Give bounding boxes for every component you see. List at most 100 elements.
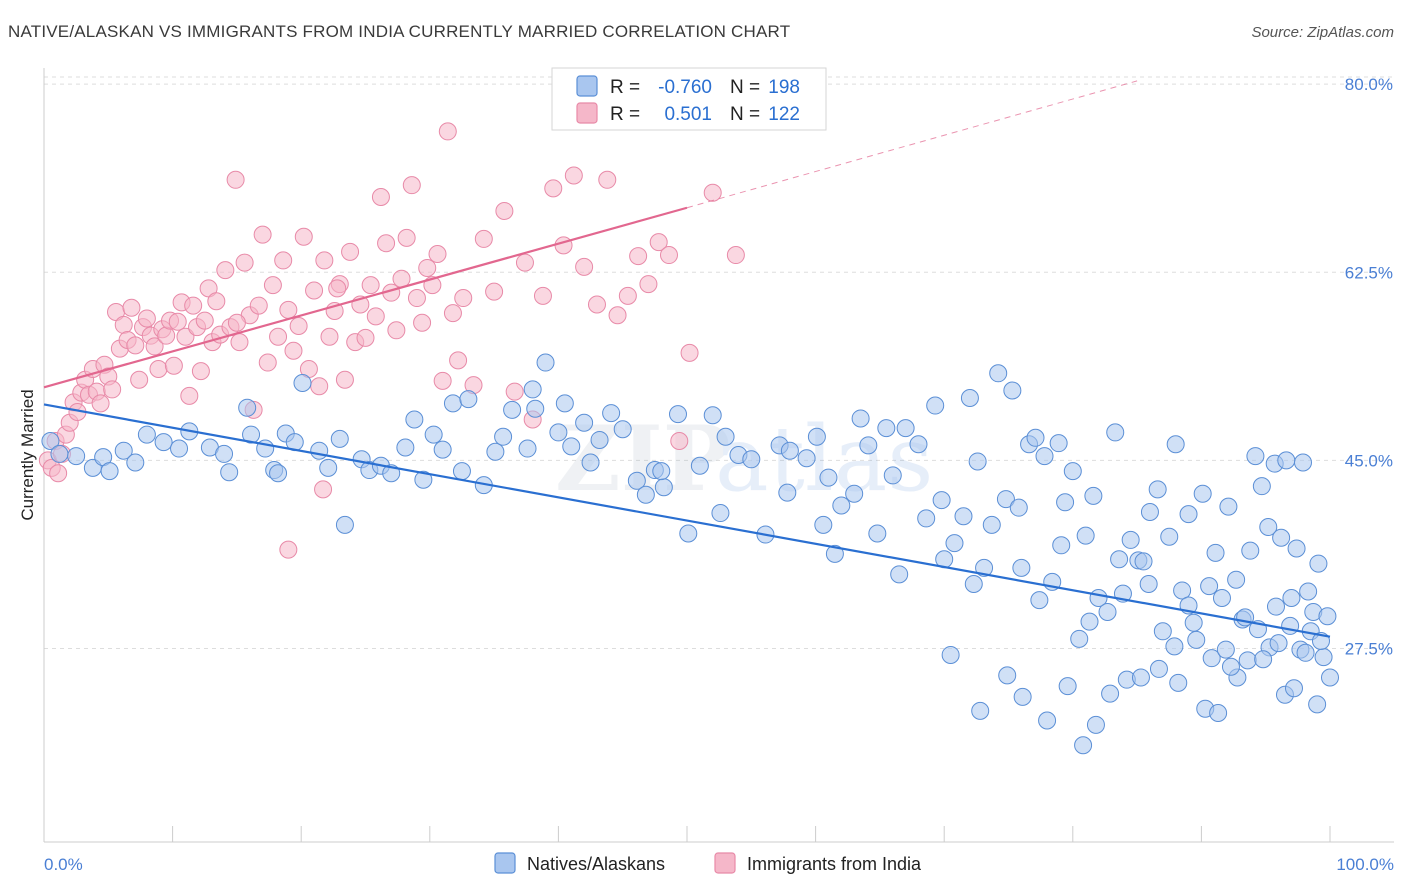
- data-point: [618, 286, 637, 305]
- data-point: [443, 394, 462, 413]
- data-point: [170, 439, 189, 458]
- data-point: [1318, 607, 1337, 626]
- legend-r-label-blue: R =: [610, 77, 640, 98]
- data-point: [1259, 518, 1278, 537]
- data-point: [396, 438, 415, 457]
- data-point: [1003, 381, 1022, 400]
- data-point: [459, 390, 478, 409]
- data-point: [293, 373, 312, 392]
- data-point: [851, 409, 870, 428]
- data-point: [328, 279, 347, 298]
- data-point: [50, 444, 69, 463]
- data-point: [438, 122, 457, 141]
- data-point: [1179, 505, 1198, 524]
- data-point: [1134, 552, 1153, 571]
- data-point: [581, 453, 600, 472]
- data-point: [917, 509, 936, 528]
- data-point: [428, 244, 447, 263]
- legend: R = -0.760 N = 198 R = 0.501 N = 122: [551, 67, 827, 131]
- data-point: [587, 295, 606, 314]
- legend-n-value-blue: 198: [768, 77, 800, 98]
- data-point: [1038, 711, 1057, 730]
- data-point: [195, 311, 214, 330]
- data-point: [1227, 570, 1246, 589]
- data-point: [797, 449, 816, 468]
- data-point: [226, 170, 245, 189]
- y-tick-labels: 27.5% 45.0% 62.5% 80.0%: [1345, 75, 1393, 658]
- data-point: [627, 471, 646, 490]
- data-point: [279, 300, 298, 319]
- data-point: [1206, 543, 1225, 562]
- data-point: [414, 470, 433, 489]
- data-point: [1169, 673, 1188, 692]
- legend-swatch-blue: [576, 75, 598, 97]
- data-point: [220, 463, 239, 482]
- bottom-legend-swatch-pink: [714, 852, 736, 874]
- data-point: [703, 183, 722, 202]
- data-point: [575, 257, 594, 276]
- data-point: [168, 312, 187, 331]
- data-point: [1106, 423, 1125, 442]
- legend-n-value-pink: 122: [768, 104, 800, 125]
- data-point: [433, 371, 452, 390]
- data-point: [253, 225, 272, 244]
- data-point: [235, 253, 254, 272]
- data-point: [114, 441, 133, 460]
- data-point: [941, 645, 960, 664]
- data-point: [825, 544, 844, 563]
- data-point: [335, 515, 354, 534]
- data-point: [1299, 582, 1318, 601]
- data-point: [964, 575, 983, 593]
- data-point: [320, 327, 339, 346]
- data-point: [284, 341, 303, 360]
- data-point: [1296, 643, 1315, 662]
- data-point: [486, 442, 505, 461]
- data-point: [452, 462, 471, 481]
- data-point: [310, 377, 329, 396]
- x-tick-label-min: 0.0%: [44, 855, 83, 874]
- data-point: [405, 410, 424, 429]
- data-point: [1074, 736, 1093, 755]
- data-point: [474, 229, 493, 248]
- data-point: [832, 496, 851, 515]
- data-point: [629, 247, 648, 266]
- data-point: [145, 337, 164, 356]
- data-point: [523, 380, 542, 399]
- data-point: [883, 466, 902, 485]
- data-point: [164, 356, 183, 375]
- data-point: [269, 464, 288, 483]
- data-point: [711, 504, 730, 523]
- data-point: [1165, 637, 1184, 656]
- data-point: [1308, 695, 1327, 714]
- trend-line-natives: [43, 403, 1331, 638]
- data-point: [649, 233, 668, 252]
- data-point: [1160, 527, 1179, 546]
- data-point: [515, 253, 534, 272]
- data-point: [130, 370, 149, 389]
- data-point: [227, 313, 246, 332]
- data-point: [397, 228, 416, 247]
- legend-n-label-blue: N =: [730, 77, 760, 98]
- data-point: [1035, 447, 1054, 466]
- data-point: [207, 292, 226, 311]
- data-point: [269, 327, 288, 346]
- x-tick-label-max: 100.0%: [1336, 855, 1394, 874]
- legend-box: [551, 67, 827, 131]
- data-point: [1058, 677, 1077, 696]
- data-point: [1184, 613, 1203, 632]
- data-point: [126, 336, 145, 355]
- data-point: [590, 430, 609, 449]
- data-point: [314, 480, 333, 499]
- data-point: [356, 328, 375, 347]
- data-point: [49, 464, 68, 483]
- data-point: [1098, 602, 1117, 621]
- data-point: [387, 321, 406, 340]
- data-point: [998, 666, 1017, 685]
- data-point: [100, 462, 119, 481]
- data-point: [249, 296, 268, 315]
- data-point: [215, 444, 234, 463]
- data-point: [564, 166, 583, 185]
- data-point: [1009, 498, 1028, 517]
- data-point: [1187, 630, 1206, 649]
- data-point: [505, 382, 524, 401]
